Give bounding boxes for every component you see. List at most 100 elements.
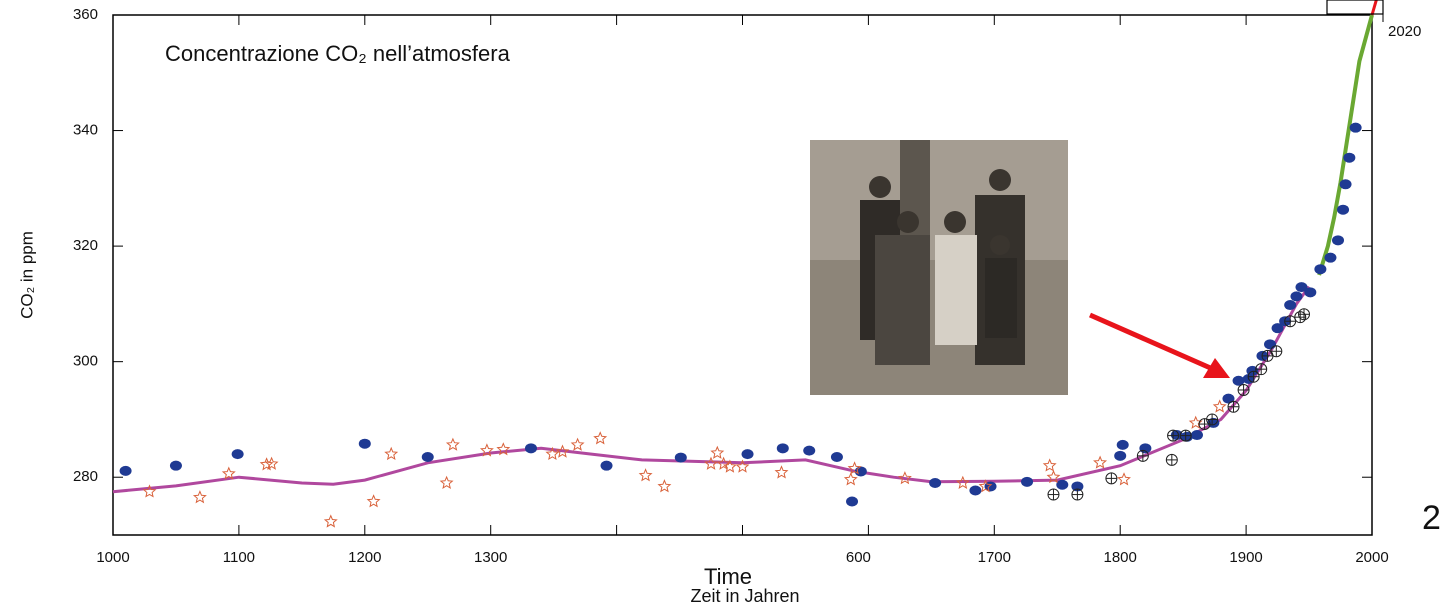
arrow (1088, 312, 1230, 378)
data-point (1165, 453, 1178, 466)
data-point (1206, 413, 1219, 426)
data-point (1232, 375, 1245, 386)
data-point (358, 438, 371, 449)
data-point (1190, 430, 1203, 441)
annotation: 2020 (1388, 23, 1421, 40)
data-point (1170, 430, 1183, 441)
data-point (1212, 399, 1227, 413)
data-point (1179, 429, 1192, 442)
y-tick-label: 340 (73, 122, 98, 139)
data-point (704, 456, 718, 470)
data-point (1198, 418, 1211, 431)
x-axis-label: Zeit in Jahren (690, 586, 799, 606)
data-point (1071, 481, 1084, 492)
x-tick-label: 1200 (348, 549, 381, 566)
x-tick-label: 1000 (96, 549, 129, 566)
data-point (479, 443, 494, 457)
data-point (323, 514, 338, 528)
data-point (384, 446, 399, 461)
data-point (1222, 393, 1235, 404)
data-point (1255, 363, 1268, 376)
inset-box (1326, 0, 1384, 15)
data-point (593, 431, 608, 445)
photo (810, 140, 1068, 395)
data-point (421, 452, 434, 462)
data-point (366, 494, 381, 508)
data-point (657, 479, 672, 493)
x-tick-label: 2000 (1355, 549, 1388, 566)
data-point (969, 485, 982, 496)
data-point (716, 456, 731, 470)
data-point (674, 452, 687, 463)
data-point (929, 478, 942, 488)
data-point (496, 442, 511, 456)
data-point (1046, 469, 1061, 484)
data-line (1317, 14, 1374, 276)
data-point (1247, 370, 1260, 383)
data-point (1227, 400, 1240, 413)
data-point (1314, 264, 1327, 275)
data-point (1271, 323, 1284, 334)
data-point (774, 465, 789, 479)
data-point (710, 445, 725, 459)
data-point (722, 459, 737, 473)
data-point (1237, 383, 1250, 396)
x-tick-label: 600 (846, 549, 871, 566)
data-point (259, 457, 274, 471)
x-tick-label: 1800 (1104, 549, 1137, 566)
data-point (545, 446, 560, 461)
data-point (1290, 291, 1303, 302)
data-point (600, 460, 613, 471)
data-point (1114, 450, 1127, 461)
data-point (735, 459, 750, 473)
annotation: Time (704, 564, 752, 589)
data-point (1264, 339, 1277, 350)
data-point (1332, 235, 1345, 246)
data-point (897, 471, 912, 485)
data-point (1304, 287, 1317, 298)
data-point (1071, 488, 1084, 501)
data-point (1136, 449, 1149, 462)
data-point (1284, 315, 1297, 328)
data-point (221, 466, 236, 480)
data-point (119, 465, 132, 476)
data-point (1139, 443, 1152, 454)
data-point (524, 443, 537, 454)
data-point (1349, 122, 1362, 133)
annotation: 2 (1422, 499, 1441, 537)
data-point (1116, 439, 1129, 450)
chart-title: Concentrazione CO₂ nell’atmosfera (165, 41, 511, 66)
data-point (776, 443, 789, 454)
data-point (439, 475, 454, 489)
data-point (830, 452, 843, 462)
data-point (169, 460, 182, 471)
data-point (1105, 472, 1118, 485)
data-point (803, 445, 816, 456)
y-axis-label: CO₂ in ppm (17, 231, 36, 319)
data-point (638, 468, 653, 482)
data-point (555, 444, 570, 458)
x-tick-label: 1300 (474, 549, 507, 566)
data-point (1047, 488, 1060, 501)
y-tick-label: 280 (73, 468, 98, 485)
data-point (1324, 252, 1337, 263)
y-tick-label: 360 (73, 6, 98, 23)
data-point (192, 490, 207, 504)
data-line (1370, 0, 1378, 16)
data-point (570, 437, 585, 451)
data-point (1056, 479, 1069, 490)
data-point (231, 449, 244, 460)
data-point (1270, 345, 1283, 358)
data-point (264, 456, 279, 470)
data-point (741, 449, 754, 460)
data-point (1284, 300, 1297, 311)
plot-frame (112, 14, 1373, 536)
data-point (445, 437, 460, 451)
data-point (1298, 308, 1311, 321)
data-point (1343, 152, 1356, 163)
data-point (854, 466, 867, 477)
x-tick-label: 1900 (1229, 549, 1262, 566)
data-point (1167, 429, 1180, 442)
